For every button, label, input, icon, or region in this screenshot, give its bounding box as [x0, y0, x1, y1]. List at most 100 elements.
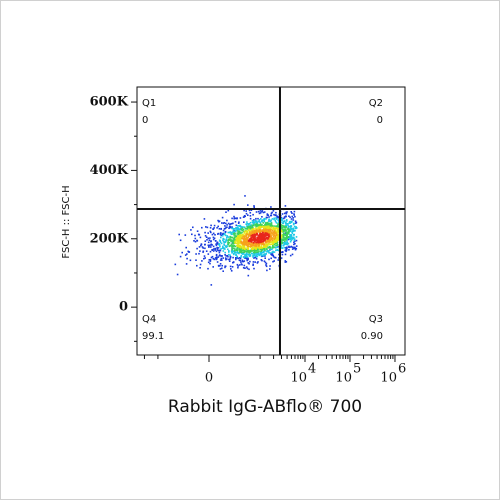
event-dot: [239, 238, 242, 240]
event-dot: [198, 246, 201, 248]
event-dot: [253, 242, 256, 245]
event-dot: [259, 221, 261, 224]
event-dot: [252, 263, 254, 266]
event-dot: [282, 224, 284, 227]
event-dot: [220, 232, 222, 234]
event-dot: [207, 241, 210, 244]
event-dot: [237, 235, 239, 238]
x-tick-label: 10: [290, 371, 307, 386]
event-dot: [254, 261, 256, 263]
event-dot: [255, 254, 258, 257]
event-dot: [233, 234, 235, 236]
event-dot: [259, 212, 262, 214]
event-dot: [273, 239, 276, 242]
event-dot: [266, 269, 268, 272]
event-dot: [280, 224, 283, 227]
event-dot: [246, 223, 248, 225]
event-dot: [274, 228, 276, 230]
event-dot: [271, 248, 273, 250]
event-dot: [234, 240, 236, 243]
event-dot: [288, 246, 291, 249]
quadrant-name: Q2: [369, 98, 383, 109]
event-dot: [270, 206, 272, 208]
event-dot: [254, 242, 257, 245]
event-dot: [218, 250, 220, 252]
event-dot: [245, 223, 247, 225]
event-dot: [250, 237, 253, 240]
event-dot: [281, 242, 284, 244]
event-dot: [280, 218, 283, 220]
event-dot: [243, 243, 245, 245]
event-dot: [201, 246, 204, 248]
event-dot: [283, 246, 286, 249]
event-dot: [284, 253, 287, 256]
event-dot: [241, 253, 244, 255]
event-dot: [249, 215, 252, 217]
event-dot: [272, 245, 274, 247]
event-dot: [237, 225, 240, 227]
event-dot: [210, 246, 212, 248]
event-dot: [255, 211, 258, 213]
event-dot: [233, 236, 236, 238]
event-dot: [231, 251, 234, 254]
event-dot: [293, 238, 296, 240]
event-dot: [284, 242, 286, 244]
event-dot: [255, 217, 257, 220]
event-dot: [232, 245, 235, 247]
event-dot: [245, 257, 248, 260]
event-dot: [217, 219, 219, 222]
event-dot: [224, 265, 227, 268]
event-dot: [212, 250, 215, 252]
event-dot: [246, 228, 249, 230]
event-dot: [199, 267, 201, 269]
event-dot: [293, 222, 295, 225]
event-dot: [254, 224, 256, 227]
event-dot: [195, 259, 197, 261]
event-dot: [274, 246, 276, 249]
event-dot: [244, 255, 246, 258]
event-dot: [218, 244, 221, 246]
event-dot: [266, 226, 268, 229]
event-dot: [204, 243, 206, 246]
event-dot: [263, 220, 266, 223]
event-dot: [254, 229, 257, 231]
event-dot: [206, 226, 209, 229]
event-dot: [234, 239, 236, 242]
event-dot: [265, 223, 267, 226]
event-dot: [218, 243, 221, 245]
event-dot: [179, 239, 182, 242]
event-dot: [294, 248, 297, 251]
event-dot: [260, 254, 263, 257]
event-dot: [239, 242, 241, 244]
event-dot: [215, 253, 218, 256]
y-tick-label: 200K: [90, 231, 129, 246]
event-dot: [275, 241, 277, 243]
event-dot: [254, 256, 256, 259]
event-dot: [250, 227, 252, 230]
event-dot: [247, 237, 250, 239]
event-dot: [226, 236, 228, 239]
event-dot: [283, 238, 286, 241]
event-dot: [239, 246, 242, 249]
event-dot: [239, 217, 242, 219]
event-dot: [261, 240, 264, 243]
event-dot: [247, 214, 249, 216]
event-dot: [215, 244, 218, 247]
event-dot: [266, 225, 268, 228]
event-dot: [268, 223, 271, 225]
event-dot: [194, 240, 197, 243]
event-dot: [204, 235, 207, 237]
event-dot: [220, 257, 223, 260]
event-dot: [241, 260, 244, 263]
event-dot: [204, 231, 206, 234]
event-dot: [284, 261, 287, 263]
event-dot: [259, 226, 261, 229]
event-dot: [219, 268, 222, 270]
event-dot: [238, 246, 240, 248]
event-dot: [285, 219, 288, 221]
event-dot: [176, 273, 179, 276]
event-dot: [247, 274, 250, 277]
event-dot: [259, 223, 262, 225]
event-dot: [251, 245, 254, 247]
event-dot: [256, 241, 259, 244]
